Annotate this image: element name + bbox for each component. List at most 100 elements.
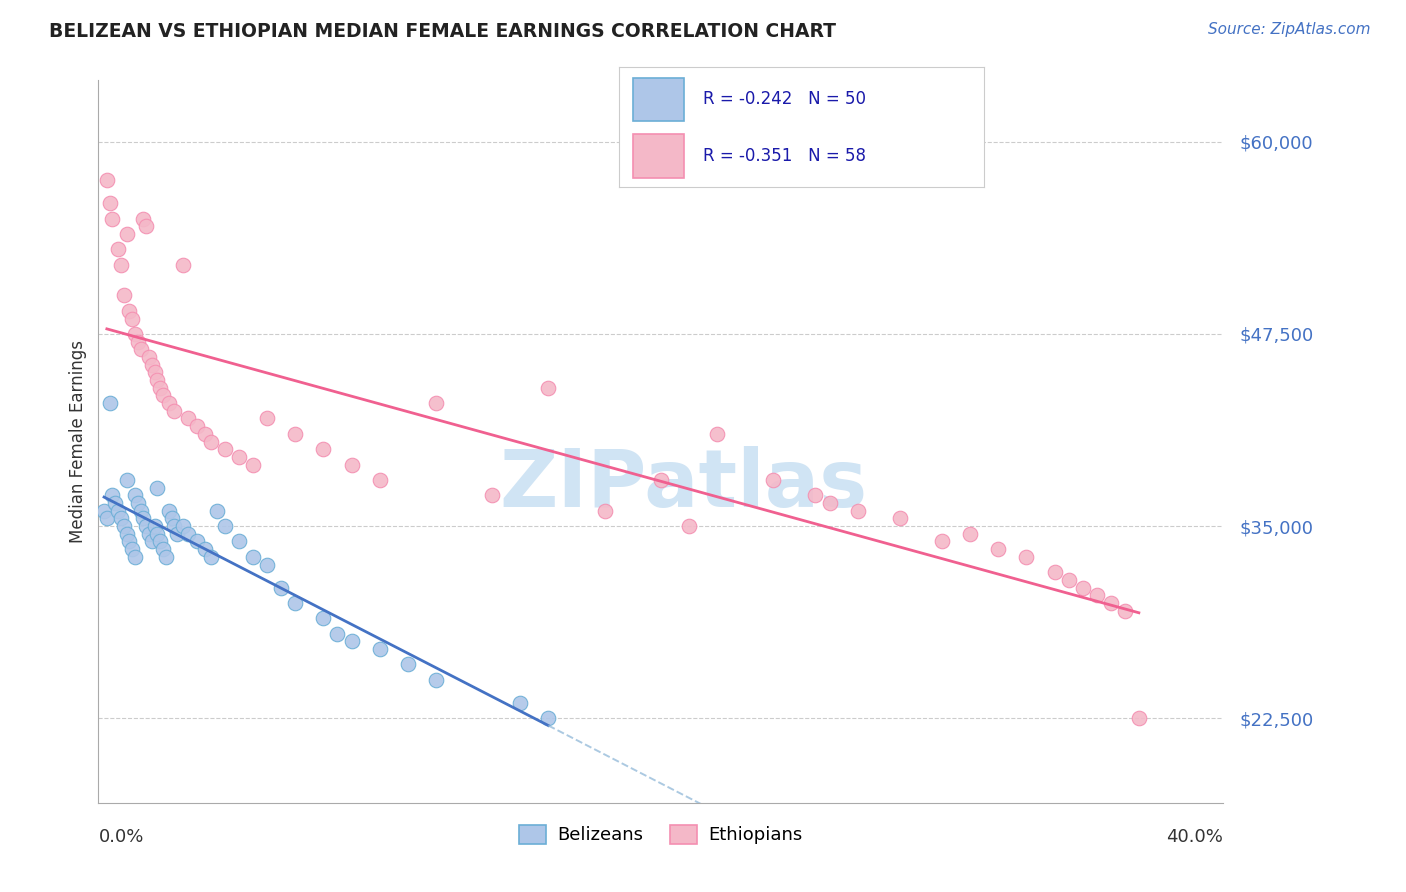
Point [96, 511, 118, 525]
Text: BELIZEAN VS ETHIOPIAN MEDIAN FEMALE EARNINGS CORRELATION CHART: BELIZEAN VS ETHIOPIAN MEDIAN FEMALE EARN… [49, 22, 837, 41]
Point [110, 258, 132, 272]
Point [200, 434, 222, 449]
Point [163, 519, 186, 533]
Point [110, 511, 132, 525]
Point [368, 473, 391, 487]
Point [678, 519, 700, 533]
Point [1057, 573, 1080, 587]
Point [112, 519, 135, 533]
Point [135, 519, 157, 533]
Point [931, 534, 953, 549]
Point [396, 657, 419, 672]
Point [242, 549, 264, 564]
Point [818, 496, 841, 510]
Point [135, 219, 157, 234]
Point [425, 673, 447, 687]
Point [194, 426, 217, 441]
Point [152, 388, 174, 402]
Text: ZIPatlas: ZIPatlas [499, 446, 868, 524]
Point [368, 642, 391, 657]
Text: R = -0.351   N = 58: R = -0.351 N = 58 [703, 147, 866, 165]
Point [129, 343, 152, 357]
Point [146, 526, 169, 541]
Point [141, 358, 163, 372]
Point [146, 373, 169, 387]
Point [124, 549, 146, 564]
Point [124, 488, 146, 502]
Point [340, 458, 363, 472]
Point [1128, 711, 1150, 725]
Point [537, 381, 560, 395]
Point [593, 504, 616, 518]
Point [889, 511, 911, 525]
Point [118, 304, 141, 318]
Point [93, 504, 115, 518]
Point [107, 243, 129, 257]
Text: 40.0%: 40.0% [1167, 828, 1223, 846]
Point [284, 426, 307, 441]
Point [98, 396, 121, 410]
Point [115, 526, 138, 541]
Point [143, 365, 166, 379]
Point [115, 473, 138, 487]
Point [340, 634, 363, 648]
FancyBboxPatch shape [633, 135, 685, 178]
Point [312, 611, 335, 625]
Point [214, 442, 236, 457]
Point [846, 504, 869, 518]
Point [959, 526, 981, 541]
Point [127, 496, 149, 510]
Point [138, 350, 160, 364]
Point [177, 526, 200, 541]
Point [132, 511, 155, 525]
Point [121, 542, 143, 557]
Point [160, 511, 183, 525]
Point [284, 596, 307, 610]
Point [762, 473, 785, 487]
Point [129, 504, 152, 518]
Point [228, 450, 250, 464]
Point [138, 526, 160, 541]
Point [1043, 565, 1066, 579]
Point [256, 411, 278, 425]
Legend: Belizeans, Ethiopians: Belizeans, Ethiopians [512, 818, 810, 852]
Point [481, 488, 503, 502]
Point [706, 426, 728, 441]
Point [112, 288, 135, 302]
Point [270, 581, 292, 595]
Point [1015, 549, 1038, 564]
Point [127, 334, 149, 349]
Text: R = -0.242   N = 50: R = -0.242 N = 50 [703, 90, 866, 109]
Point [157, 396, 180, 410]
Point [98, 196, 121, 211]
FancyBboxPatch shape [633, 78, 685, 121]
Point [163, 404, 186, 418]
Point [326, 626, 349, 640]
Point [987, 542, 1010, 557]
Point [425, 396, 447, 410]
Text: 0.0%: 0.0% [98, 828, 143, 846]
Point [121, 311, 143, 326]
Point [115, 227, 138, 241]
Point [155, 549, 177, 564]
Point [149, 381, 172, 395]
Point [1099, 596, 1122, 610]
Point [101, 488, 124, 502]
Point [256, 558, 278, 572]
Point [172, 258, 194, 272]
Point [509, 696, 531, 710]
Point [242, 458, 264, 472]
Point [107, 504, 129, 518]
Point [141, 534, 163, 549]
Text: Source: ZipAtlas.com: Source: ZipAtlas.com [1208, 22, 1371, 37]
Point [101, 211, 124, 226]
Point [186, 419, 208, 434]
Point [228, 534, 250, 549]
Y-axis label: Median Female Earnings: Median Female Earnings [69, 340, 87, 543]
Point [172, 519, 194, 533]
Point [149, 534, 172, 549]
Point [152, 542, 174, 557]
Point [205, 504, 228, 518]
Point [177, 411, 200, 425]
Point [537, 711, 560, 725]
